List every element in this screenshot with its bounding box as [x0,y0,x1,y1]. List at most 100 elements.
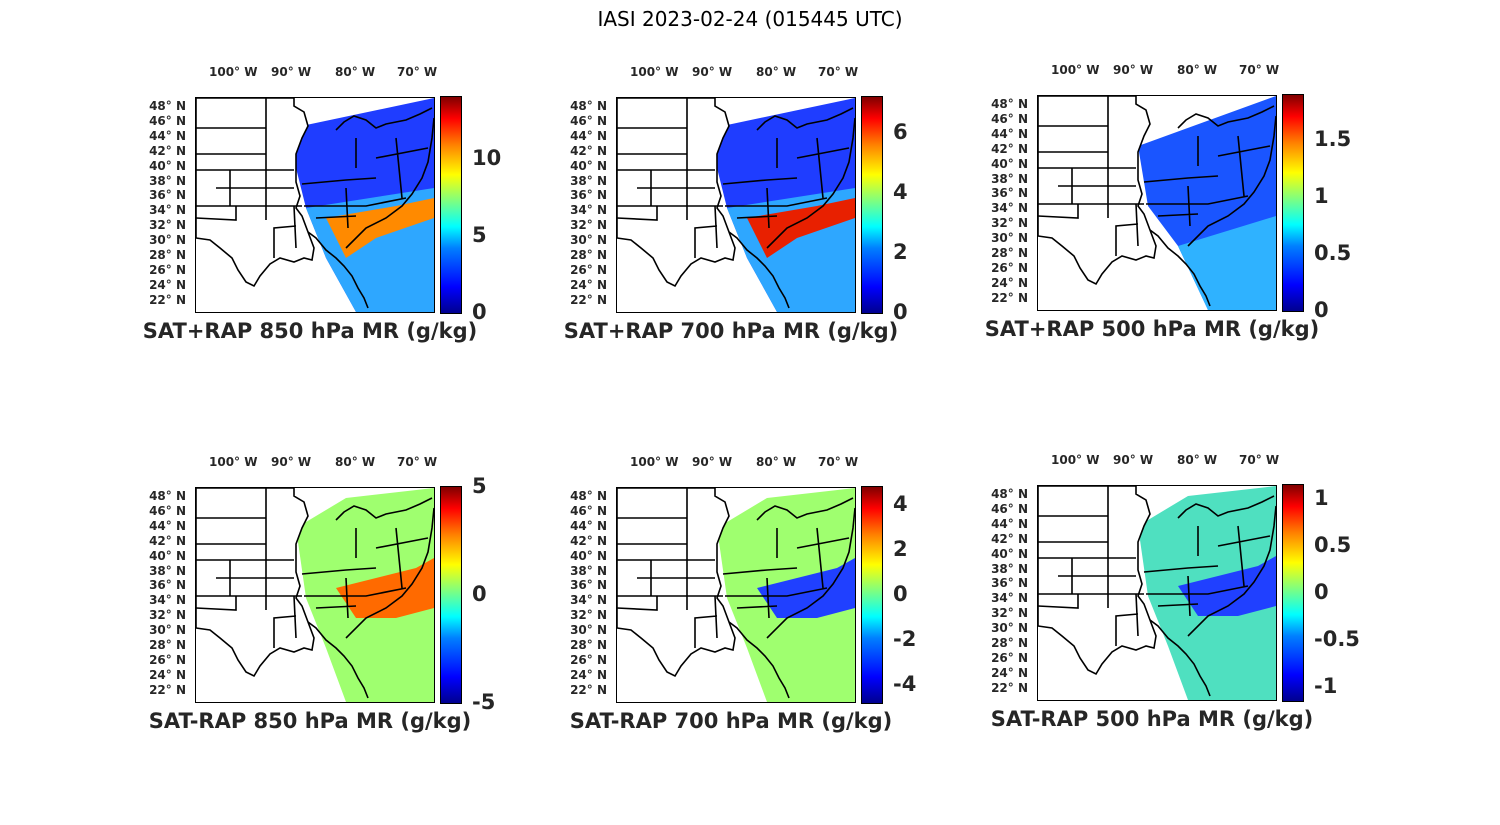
colorbar-tick-label: 0.5 [1314,241,1352,266]
colorbar [861,96,883,314]
map-canvas [1038,486,1276,700]
panel-caption: SAT+RAP 700 hPa MR (g/kg) [563,319,899,343]
latitude-label: 42° N [149,143,186,158]
longitude-label: 100° W [630,65,679,79]
state-borders [1038,96,1271,256]
map-area [616,97,856,313]
latitude-label: 24° N [991,275,1028,290]
longitude-label: 80° W [756,455,797,469]
latitude-label: 48° N [570,489,607,503]
longitude-label: 70° W [1239,453,1280,467]
latitude-label: 26° N [149,262,186,277]
state-borders [196,488,429,648]
longitude-label: 100° W [1051,453,1100,467]
latitude-label: 30° N [570,233,607,248]
colorbar-tick-label: 0 [893,300,908,324]
latitude-label: 32° N [991,216,1028,231]
colorbar-tick-label: 0 [472,582,487,606]
latitude-label: 22° N [570,682,607,697]
map-area [1037,485,1277,701]
map-area [195,487,435,703]
latitude-label: 28° N [149,638,186,652]
map-panel-2: 100° W 90° W 80° W 70° W 48° N 46° N 44° N 42° … [541,47,961,347]
latitude-label: 24° N [570,277,607,292]
map-panel-3: 100° W 90° W 80° W 70° W 48° N 46° N 44° N 42° … [962,45,1382,345]
land-outline [617,488,736,678]
latitude-label: 46° N [149,503,186,518]
colorbar [440,486,462,704]
colorbar-tick-label: 0 [1314,298,1329,322]
latitude-label: 48° N [991,97,1028,111]
colorbar-tick-label: 1 [1314,486,1329,511]
longitude-label: 70° W [818,65,859,79]
latitude-label: 36° N [149,578,186,593]
map-area [616,487,856,703]
longitude-label: 100° W [209,455,258,469]
latitude-label: 34° N [570,203,607,218]
latitude-label: 38° N [991,561,1028,576]
latitude-label: 34° N [991,591,1028,606]
latitude-label: 44° N [991,126,1028,141]
colorbar [1282,484,1304,702]
colorbar-tick-label: -4 [893,672,917,696]
longitude-label: 90° W [1113,453,1154,467]
land-outline [1038,96,1157,286]
longitude-label: 80° W [335,455,376,469]
map-canvas [617,98,855,312]
longitude-label: 80° W [1177,63,1218,77]
latitude-label: 30° N [149,233,186,248]
panel-caption: SAT+RAP 850 hPa MR (g/kg) [142,319,478,343]
coastline [728,107,855,309]
state-borders [617,488,850,648]
latitude-label: 46° N [991,111,1028,126]
data-swath [292,98,434,312]
map-panel-6: 100° W 90° W 80° W 70° W 48° N 46° N 44° N 42° … [962,435,1382,735]
map-canvas [196,98,434,312]
land-outline [196,98,315,288]
colorbar-tick-label: 0 [1314,580,1329,604]
colorbar-tick-label: 0 [893,582,908,606]
latitude-label: 22° N [991,680,1028,695]
latitude-label: 40° N [991,156,1028,171]
map-canvas [1038,96,1276,310]
colorbar-tick-label: 0 [472,300,487,324]
latitude-label: 36° N [149,188,186,203]
latitude-label: 32° N [991,606,1028,621]
colorbar-tick-label: 5 [472,474,487,498]
colorbar-tick-label: 4 [893,492,908,516]
latitude-label: 36° N [991,576,1028,591]
latitude-label: 36° N [570,188,607,203]
map-area [195,97,435,313]
map-area [1037,95,1277,311]
latitude-label: 30° N [570,623,607,638]
latitude-label: 34° N [149,593,186,608]
latitude-label: 46° N [570,113,607,128]
latitude-label: 22° N [991,290,1028,305]
colorbar-tick-label: 10 [472,145,502,170]
latitude-label: 34° N [570,593,607,608]
land-outline [196,488,315,678]
panel-caption: SAT-RAP 700 hPa MR (g/kg) [569,709,893,733]
latitude-label: 34° N [991,201,1028,216]
state-borders [617,98,850,258]
latitude-label: 42° N [991,141,1028,156]
data-swath [296,488,434,702]
colorbar-tick-label: -1 [1314,673,1338,698]
land-outline [617,98,736,288]
colorbar-tick-label: -0.5 [1314,626,1360,651]
latitude-label: 40° N [991,546,1028,561]
map-panel-4: 100° W 90° W 80° W 70° W 48° N 46° N 44° N 42° … [120,437,540,737]
coastline [1149,105,1276,307]
latitude-label: 48° N [570,99,607,113]
latitude-label: 46° N [991,501,1028,516]
latitude-label: 38° N [570,173,607,188]
longitude-label: 90° W [1113,63,1154,77]
latitude-label: 46° N [149,113,186,128]
data-swath [717,488,855,702]
latitude-label: 28° N [570,248,607,262]
coastline [307,107,434,309]
latitude-label: 44° N [149,518,186,533]
latitude-label: 40° N [149,548,186,563]
map-canvas [617,488,855,702]
latitude-label: 26° N [149,652,186,667]
